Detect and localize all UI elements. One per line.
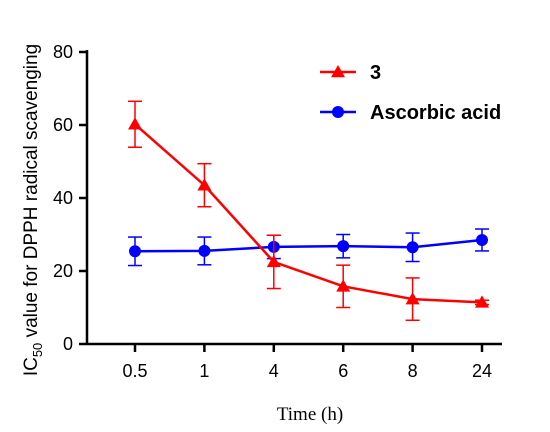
legend: 3 Ascorbic acid <box>320 62 501 124</box>
data-point <box>129 245 141 258</box>
data-point <box>197 178 212 191</box>
legend-label: Ascorbic acid <box>370 102 501 124</box>
x-tick-label: 0.5 <box>122 361 147 381</box>
data-point <box>337 240 350 253</box>
y-axis-title-prefix: IC <box>21 357 42 376</box>
data-point <box>406 241 419 254</box>
series-line <box>134 123 483 304</box>
data-point <box>336 279 351 292</box>
x-axis-title: Time (h) <box>277 404 343 425</box>
axes: 0 20 40 60 80 0.5 1 4 6 8 24 <box>53 42 502 381</box>
y-tick-label: 80 <box>53 42 73 62</box>
x-tick-label: 6 <box>338 361 348 381</box>
series-layer <box>128 100 489 322</box>
series-compound-3 <box>128 100 489 322</box>
y-axis-title-subscript: 50 <box>30 343 45 357</box>
x-tick-label: 1 <box>199 361 209 381</box>
legend-marker <box>332 106 344 118</box>
data-point <box>128 117 142 130</box>
series-line <box>134 238 483 253</box>
x-tick-label: 4 <box>269 361 279 381</box>
legend-marker <box>331 65 345 78</box>
y-tick-label: 60 <box>53 115 73 135</box>
y-tick-label: 40 <box>53 188 73 208</box>
y-axis-title: IC50 value for DPPH radical scavenging <box>21 44 45 376</box>
legend-item: 3 <box>320 62 381 84</box>
data-point <box>405 292 420 305</box>
data-point <box>476 233 488 246</box>
legend-item: Ascorbic acid <box>320 102 501 124</box>
data-point <box>266 254 281 268</box>
y-tick-label: 20 <box>53 261 73 281</box>
y-tick-label: 0 <box>63 334 73 354</box>
y-axis-title-suffix: value for DPPH radical scavenging <box>21 44 42 343</box>
legend-label: 3 <box>370 62 381 84</box>
data-point <box>475 295 489 308</box>
x-tick-label: 8 <box>408 361 418 381</box>
series-ascorbic-acid <box>128 228 489 267</box>
x-tick-label: 24 <box>472 361 492 381</box>
data-point <box>198 244 211 257</box>
